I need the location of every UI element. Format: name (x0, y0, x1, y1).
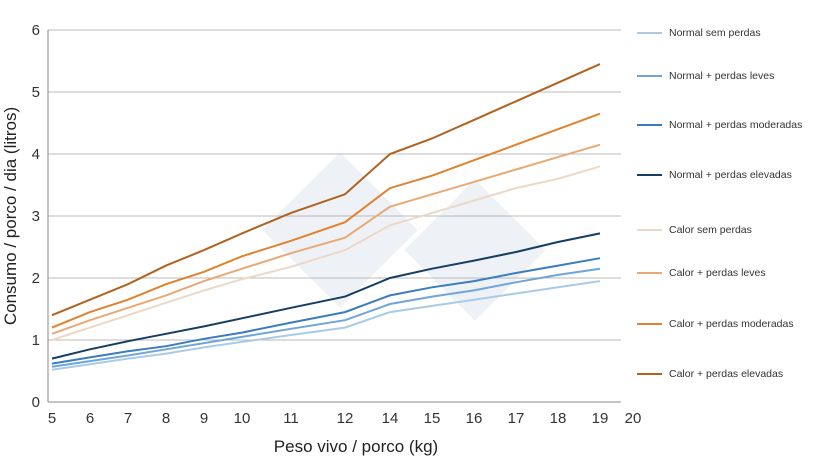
legend-label: Normal + perdas leves (669, 70, 775, 82)
series-line (51, 232, 601, 360)
legend-label: Normal + perdas elevadas (669, 169, 792, 181)
x-tick-label: 9 (200, 410, 208, 427)
y-tick-label: 6 (32, 22, 40, 39)
series-line (51, 112, 601, 329)
x-tick-label: 11 (283, 410, 299, 427)
series-line (51, 257, 601, 365)
legend-label: Calor + perdas elevadas (669, 368, 784, 380)
legend-swatch (637, 272, 662, 274)
legend-item: Calor + perdas moderadas (637, 318, 819, 330)
series-line (51, 63, 601, 317)
legend-item: Calor + perdas elevadas (637, 368, 819, 380)
x-tick-label: 20 (625, 410, 642, 427)
legend-swatch (637, 124, 662, 126)
legend-swatch (637, 373, 662, 375)
legend-item: Normal + perdas elevadas (637, 169, 819, 181)
legend-item: Calor sem perdas (637, 224, 819, 236)
x-tick-label: 14 (382, 410, 399, 427)
legend-label: Normal sem perdas (669, 27, 761, 39)
legend-label: Calor + perdas moderadas (669, 318, 794, 330)
legend-item: Normal + perdas moderadas (637, 119, 819, 131)
x-tick-label: 12 (337, 410, 354, 427)
legend-item: Normal sem perdas (637, 27, 819, 39)
legend-item: Normal + perdas leves (637, 70, 819, 82)
legend-label: Calor + perdas leves (669, 267, 766, 279)
series-line (51, 165, 601, 341)
x-tick-label: 17 (508, 410, 525, 427)
x-tick-label: 8 (162, 410, 170, 427)
legend-swatch (637, 75, 662, 77)
x-tick-label: 15 (424, 410, 441, 427)
x-tick-label: 19 (592, 410, 609, 427)
legend-swatch (637, 32, 662, 34)
y-tick-label: 2 (32, 270, 40, 287)
series-line (51, 143, 601, 335)
x-tick-label: 7 (124, 410, 132, 427)
series-line (51, 280, 601, 371)
legend-swatch (637, 174, 662, 176)
x-tick-label: 6 (86, 410, 94, 427)
x-tick-label: 5 (48, 410, 56, 427)
y-tick-label: 0 (32, 394, 40, 411)
x-tick-label: 10 (234, 410, 251, 427)
legend-item: Calor + perdas leves (637, 267, 819, 279)
x-tick-label: 16 (466, 410, 483, 427)
legend-swatch (637, 229, 662, 231)
y-axis-label: Consumo / porco / dia (litros) (1, 107, 20, 325)
y-tick-label: 4 (32, 146, 40, 163)
legend-label: Calor sem perdas (669, 224, 752, 236)
y-tick-label: 3 (32, 208, 40, 225)
series-line (51, 267, 601, 368)
legend-swatch (637, 323, 662, 325)
x-axis-label: Peso vivo / porco (kg) (274, 437, 438, 456)
y-tick-label: 1 (32, 332, 40, 349)
y-tick-label: 5 (32, 84, 40, 101)
x-tick-label: 18 (550, 410, 567, 427)
legend-label: Normal + perdas moderadas (669, 119, 803, 131)
